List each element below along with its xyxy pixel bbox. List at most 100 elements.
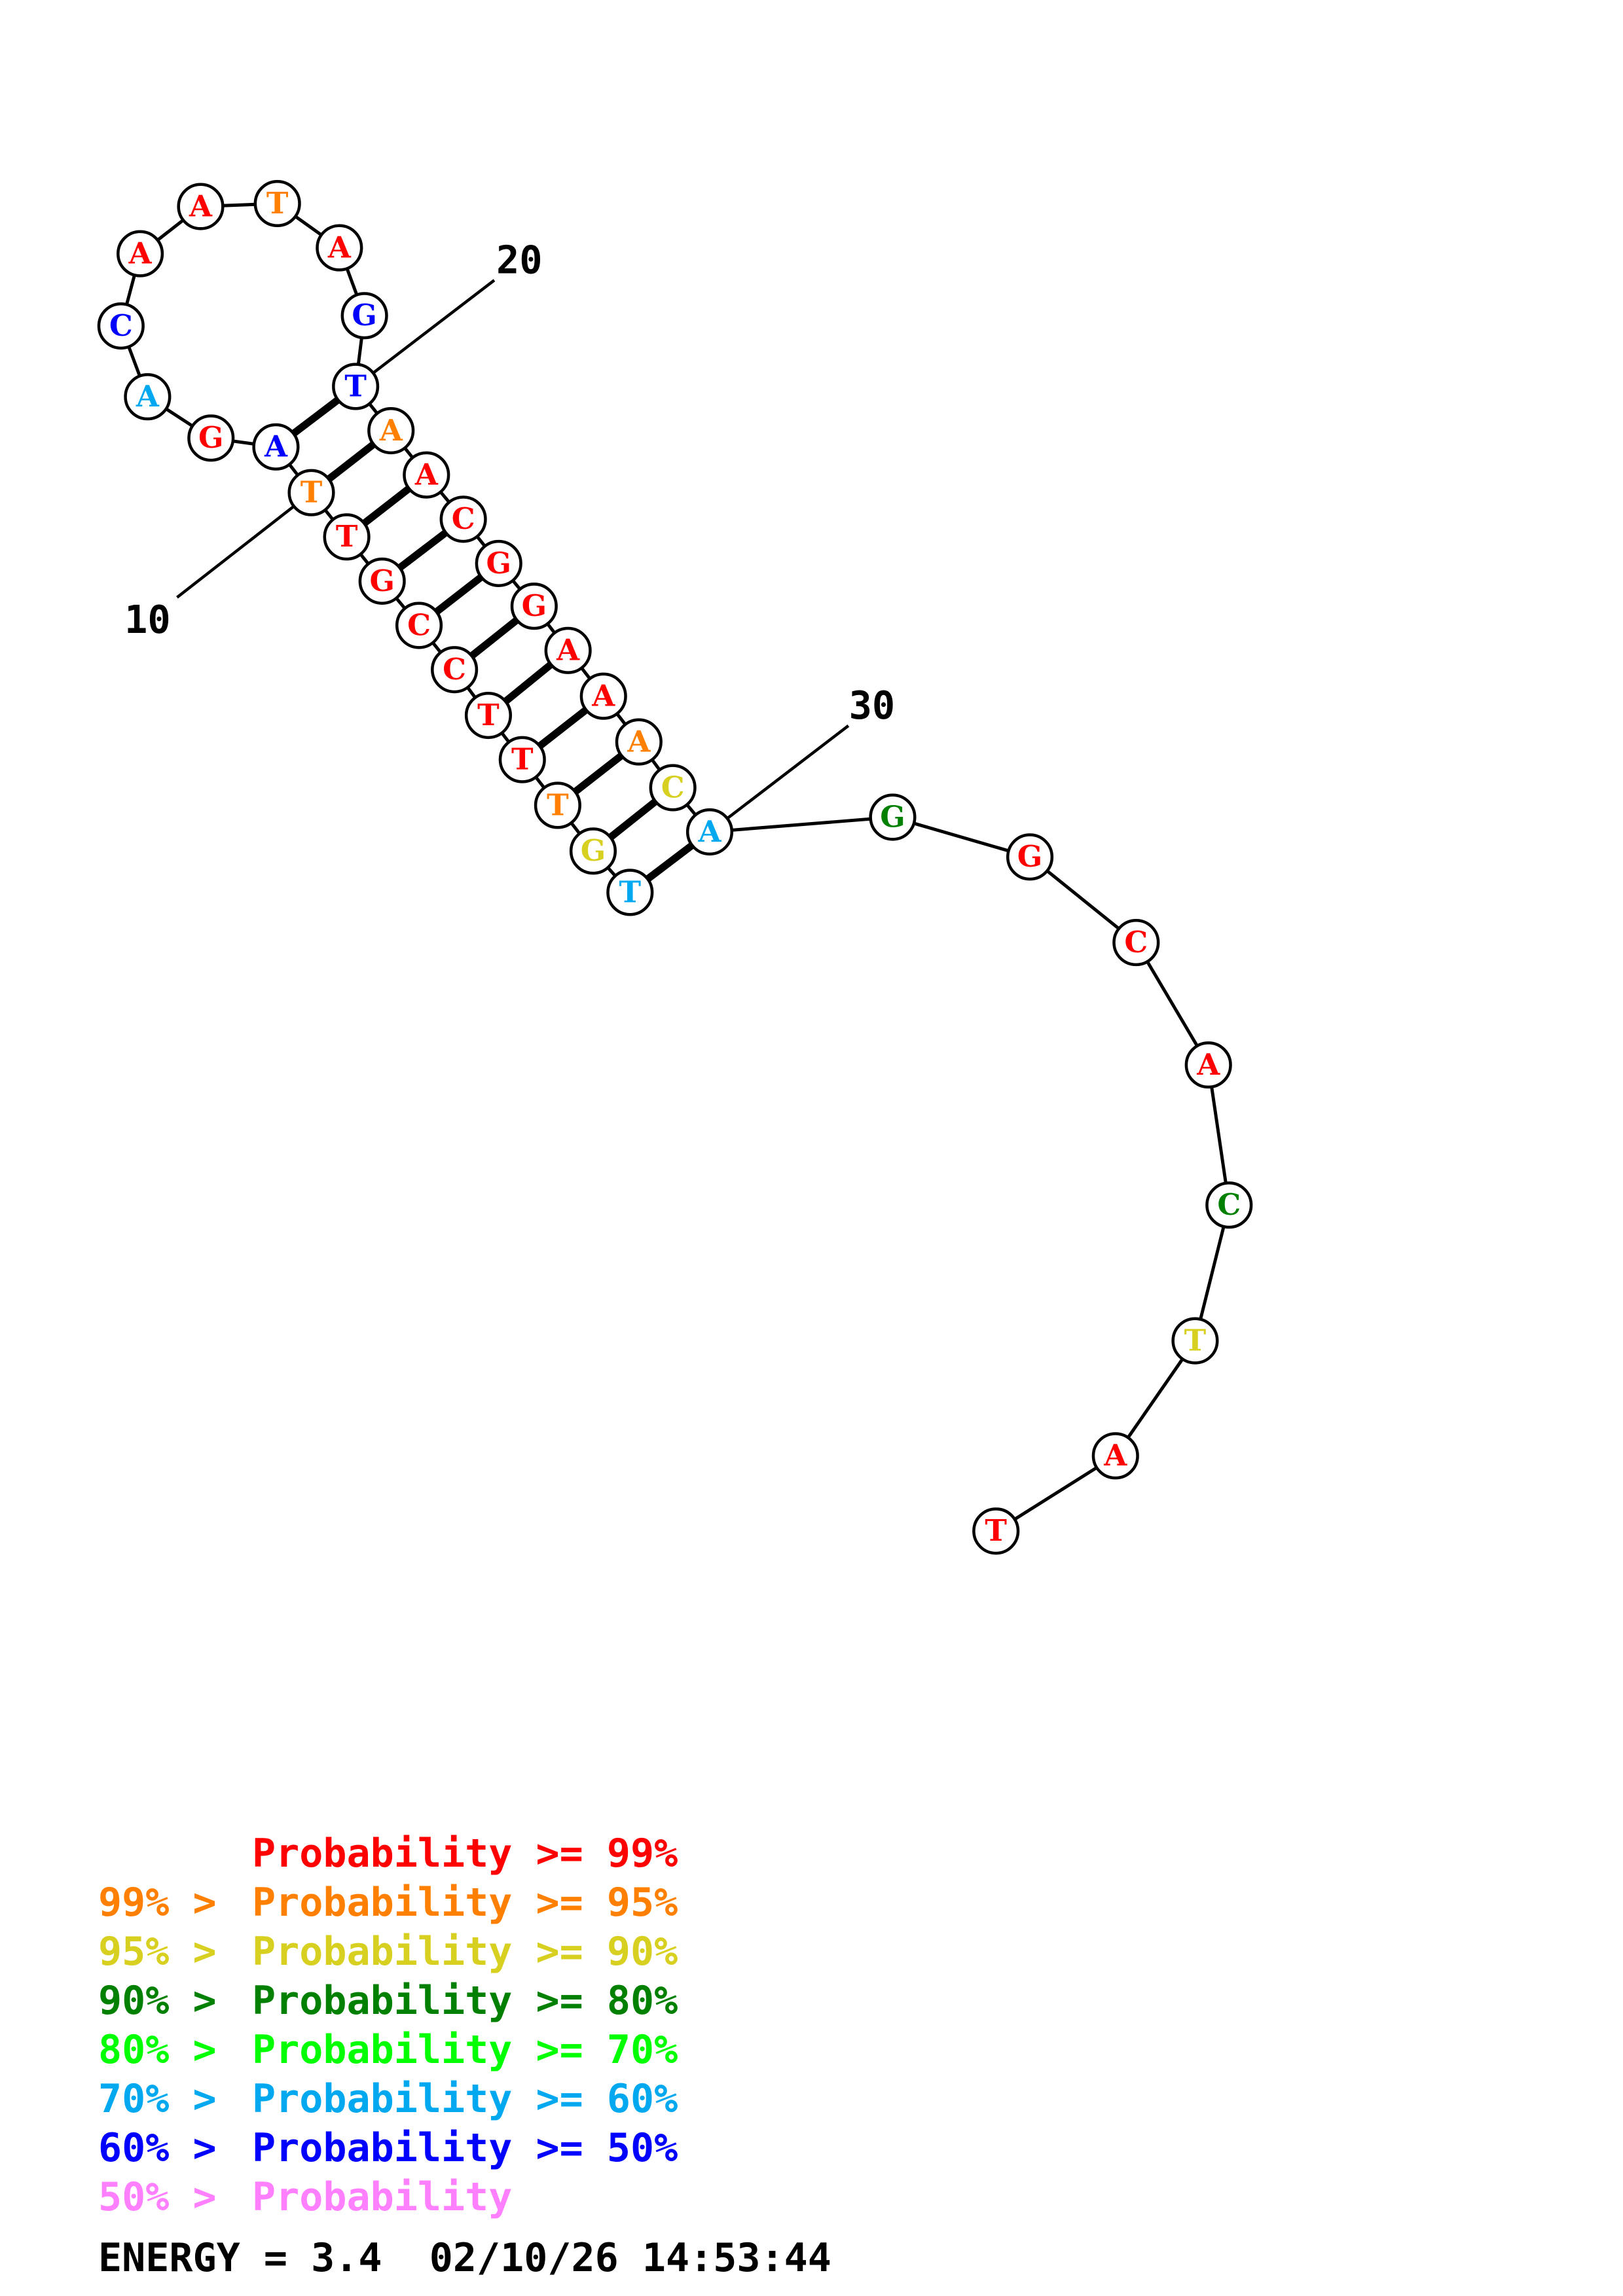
nucleotide: C	[97, 302, 145, 350]
backbone-segment	[1135, 941, 1210, 1066]
nucleotide-circle	[972, 1507, 1020, 1555]
nucleotide-circle	[1006, 833, 1054, 881]
legend-row: Probability >= 99%	[98, 1829, 678, 1878]
legend-upper-bound: Probability >= 99%	[252, 1831, 678, 1876]
nucleotide-letter: C	[1124, 925, 1148, 960]
nucleotide: C	[1112, 919, 1160, 967]
nucleotide: G	[187, 414, 235, 462]
nucleotide-circle	[403, 451, 450, 499]
position-label: 30	[849, 683, 896, 728]
nucleotide-circle	[869, 793, 917, 841]
nucleotide: A	[403, 451, 450, 499]
legend-lower-bound: 99% >	[98, 1880, 217, 1926]
nucleotide-circle	[498, 736, 546, 783]
nucleotide: T	[606, 869, 654, 916]
nucleotide-circle	[252, 423, 300, 471]
nucleotide: T	[972, 1507, 1020, 1555]
nucleotide-circle	[124, 373, 172, 421]
nucleotide: T	[253, 179, 301, 228]
nucleotide: A	[579, 672, 627, 720]
nucleotide-letter: A	[128, 236, 153, 271]
legend-lower-bound	[98, 1829, 252, 1878]
nucleotide-letter: T	[336, 519, 358, 554]
base-pair-line	[573, 752, 624, 795]
legend-row: 80% > Probability >= 70%	[98, 2026, 678, 2075]
nucleotide: T	[287, 469, 335, 516]
nucleotide: G	[1006, 833, 1054, 881]
nucleotide-circle	[253, 179, 301, 228]
backbone-segment	[709, 816, 893, 834]
nucleotide-circle	[534, 781, 581, 829]
nucleotide-letter: C	[109, 308, 133, 343]
nucleotide: C	[1205, 1181, 1253, 1229]
nucleotide-circle	[117, 230, 164, 278]
nucleotide-circle	[439, 495, 487, 543]
legend-lower-bound: 50% >	[98, 2174, 217, 2220]
nucleotide-circle	[395, 601, 443, 649]
nucleotide-letter: T	[344, 368, 367, 403]
legend-row: 99% > Probability >= 95%	[98, 1878, 678, 1928]
nucleotide-circle	[431, 646, 479, 694]
legend-lower-bound: 80% >	[98, 2027, 217, 2073]
legend-upper-bound: Probability >= 70%	[252, 2027, 678, 2073]
legend-lower-bound: 95% >	[98, 1929, 217, 1975]
backbone-segment	[1207, 1064, 1231, 1206]
legend-row: 95% > Probability >= 90%	[98, 1928, 678, 1977]
position-label-leader	[354, 279, 496, 388]
nucleotide-circle	[287, 469, 335, 516]
nucleotide: C	[439, 495, 487, 543]
nucleotide-circle	[569, 827, 617, 875]
base-pair-line	[397, 529, 448, 571]
nucleotide-letter: T	[985, 1513, 1007, 1548]
nucleotide: A	[367, 407, 415, 455]
nucleotide: A	[1091, 1432, 1139, 1480]
nucleotide-circle	[1184, 1041, 1232, 1089]
nucleotide: T	[323, 513, 371, 561]
nucleotide-circle	[510, 583, 558, 630]
nucleotide-letter: T	[266, 186, 289, 221]
nucleotide-circle	[323, 513, 371, 561]
nucleotide-circle	[1091, 1432, 1139, 1480]
nucleotide-letter: G	[522, 588, 547, 623]
nucleotide: A	[544, 626, 592, 674]
legend-row: 90% > Probability >= 80%	[98, 1977, 678, 2026]
nucleotide: A	[316, 224, 363, 272]
nucleotide-letter: A	[189, 188, 213, 223]
legend-lower-bound: 90% >	[98, 1978, 217, 2024]
nucleotide: T	[534, 781, 581, 829]
nucleotide-letter: G	[352, 298, 376, 332]
nucleotide-letter: A	[327, 230, 352, 264]
nucleotide: G	[569, 827, 617, 875]
nucleotide-circle	[332, 363, 380, 410]
nucleotide-letter: C	[661, 770, 685, 804]
nucleotide: T	[498, 736, 546, 783]
nucleotide: A	[685, 808, 734, 856]
base-pair-line	[503, 661, 554, 705]
base-pair-line	[608, 798, 658, 840]
legend-upper-bound: Probability >= 50%	[252, 2125, 678, 2171]
nucleotide-circle	[316, 224, 363, 272]
nucleotide-letter: T	[477, 698, 500, 732]
nucleotide: G	[340, 292, 388, 340]
legend-upper-bound: Probability >= 95%	[252, 1880, 678, 1926]
nucleotide-circle	[358, 557, 406, 605]
nucleotide: C	[431, 646, 479, 694]
legend-row: 50% > Probability	[98, 2173, 678, 2222]
position-label-leader	[176, 491, 312, 599]
nucleotide: C	[649, 764, 697, 812]
nucleotide: T	[1171, 1317, 1219, 1365]
nucleotide-circle	[340, 292, 388, 340]
nucleotide-letter: G	[1017, 839, 1042, 874]
backbone-lines	[119, 202, 1231, 1533]
nucleotide-circle	[475, 539, 522, 587]
nucleotide-circle	[187, 414, 235, 462]
nucleotide-letter: C	[443, 652, 466, 687]
position-labels: 10 20 30	[124, 238, 896, 833]
nucleotide-circle	[544, 626, 592, 674]
legend-upper-bound: Probability >= 90%	[252, 1929, 678, 1975]
nucleotide-circle	[606, 869, 654, 916]
nucleotide-letter: C	[407, 607, 431, 642]
nucleotide-letter: T	[301, 475, 323, 510]
